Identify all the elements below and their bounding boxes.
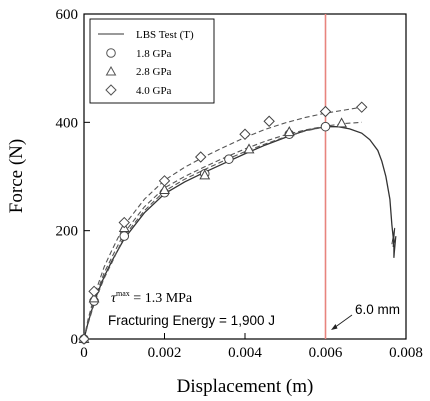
ticks-layer: 0 0.002 0.004 0.006 0.008 0 200 400 600	[56, 7, 423, 361]
y-tick-label: 200	[56, 224, 79, 240]
y-tick-label: 400	[56, 115, 79, 131]
x-tick-label: 0.004	[228, 345, 262, 361]
y-tick-label: 0	[71, 332, 79, 348]
marker-circle	[320, 121, 331, 132]
marker-circle	[224, 154, 234, 164]
tau-annotation: τmax = 1.3 MPa	[111, 289, 193, 306]
marker-diamond	[263, 115, 275, 127]
y-axis-title: Force (N)	[6, 139, 27, 213]
marker-triangle	[88, 292, 100, 303]
x-tick-label: 0.006	[309, 345, 343, 361]
marker-diamond	[78, 333, 90, 345]
legend-label-4-0: 4.0 GPa	[136, 85, 172, 97]
marker-triangle	[283, 126, 295, 137]
arrow-label: 6.0 mm	[355, 302, 400, 317]
legend: LBS Test (T) 1.8 GPa 2.8 GPa 4.0 GPa	[89, 18, 215, 104]
marker-layer	[78, 101, 368, 345]
tau-value: = 1.3 MPa	[130, 291, 193, 306]
tau-symbol: τ	[111, 291, 117, 306]
marker-diamond	[88, 285, 100, 298]
marker-diamond	[158, 175, 171, 187]
x-axis-title: Displacement (m)	[177, 376, 314, 397]
marker-triangle	[159, 183, 170, 195]
marker-triangle	[336, 117, 348, 128]
legend-label-1-8: 1.8 GPa	[136, 48, 172, 60]
annotation-arrow	[333, 314, 353, 329]
marker-triangle	[243, 143, 255, 154]
legend-label-test: LBS Test (T)	[136, 29, 194, 41]
marker-diamond	[239, 128, 251, 140]
marker-circle	[119, 231, 130, 241]
legend-marker-triangle	[105, 65, 117, 76]
x-tick-label: 0.008	[389, 345, 423, 361]
x-tick-label: 0.002	[148, 345, 182, 361]
x-tick-label: 0	[80, 345, 88, 361]
legend-marker-circle	[106, 48, 116, 58]
legend-marker-diamond	[105, 84, 117, 96]
tau-superscript: max	[116, 289, 130, 298]
y-tick-label: 600	[56, 7, 79, 23]
fracturing-energy-annotation: Fracturing Energy = 1,900 J	[108, 313, 275, 328]
legend-label-2-8: 2.8 GPa	[136, 66, 172, 78]
test-curve-tail	[391, 227, 397, 258]
marker-diamond	[195, 151, 207, 163]
marker-triangle	[199, 169, 211, 180]
series-line-0	[83, 126, 395, 340]
marker-diamond	[319, 105, 332, 118]
annotation-arrowhead	[331, 324, 338, 330]
marker-diamond	[118, 216, 130, 229]
marker-diamond	[356, 101, 368, 113]
